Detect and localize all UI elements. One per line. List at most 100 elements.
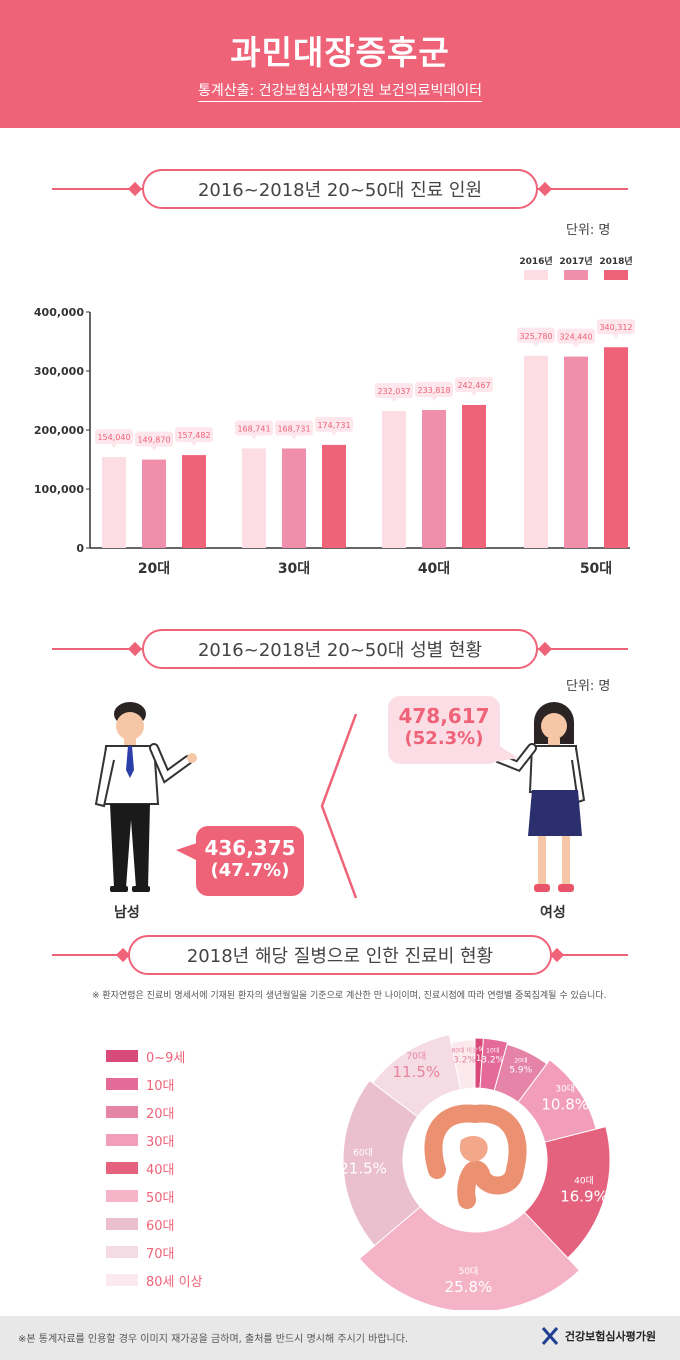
slice-name-label: 40대	[574, 1176, 594, 1187]
page-title: 과민대장증후군	[230, 33, 450, 72]
header-banner: 과민대장증후군 통계산출: 건강보험심사평가원 보건의료빅데이터	[0, 0, 680, 128]
bar-value-pointer	[151, 446, 157, 451]
female-bubble-tail	[494, 742, 518, 762]
bar	[102, 457, 126, 548]
legend-swatch	[106, 1134, 138, 1146]
legend-label: 2017년	[559, 255, 592, 267]
legend-swatch	[106, 1274, 138, 1286]
slice-name-label: 30대	[555, 1084, 575, 1095]
bar	[462, 404, 486, 548]
bar	[142, 459, 166, 548]
bar-value-label: 168,741	[237, 424, 270, 433]
legend-label: 2018년	[599, 255, 632, 267]
female-percent: (52.3%)	[404, 728, 484, 749]
footer-org-name: 건강보험심사평가원	[564, 1330, 656, 1343]
bar	[524, 355, 548, 548]
slice-name-label: 0~9세	[470, 1045, 488, 1053]
slice-name-label: 70대	[406, 1051, 426, 1062]
bar-value-box	[275, 420, 313, 436]
bar-value-box	[455, 376, 493, 392]
bar-value-label: 174,731	[317, 421, 350, 430]
compare-chevron	[320, 713, 358, 899]
legend-swatch	[106, 1190, 138, 1202]
section3-diamond-right	[549, 947, 565, 963]
bar-value-box	[557, 328, 595, 344]
legend-swatch	[106, 1218, 138, 1230]
bar-value-pointer	[331, 431, 337, 436]
footer: ※본 통계자료를 인용할 경우 이미지 재가공을 금하며, 출처를 반드시 명시…	[0, 1316, 680, 1360]
bar-value-box	[415, 382, 453, 398]
legend-label: 2016년	[519, 255, 552, 267]
slice-pct-label: 10.8%	[541, 1096, 589, 1114]
y-tick-label: 300,000	[34, 365, 84, 378]
bar-value-box	[375, 383, 413, 399]
bar-value-label: 233,818	[417, 386, 450, 395]
section1-diamond-left	[127, 181, 143, 197]
slice-pct-label: 11.5%	[392, 1063, 440, 1081]
male-bubble: 436,375 (47.7%)	[196, 826, 304, 896]
bar-value-label: 154,040	[97, 433, 130, 442]
bar-value-label: 325,780	[519, 332, 552, 341]
slice-pct-label: 3.2%	[453, 1056, 476, 1066]
donut-slice	[450, 1039, 476, 1091]
bar-chart: 0 100,000 200,000 300,000 400,000 154,040 149,…	[34, 255, 635, 577]
legend-swatch	[106, 1106, 138, 1118]
legend-item: 70대	[106, 1238, 203, 1266]
bar	[382, 411, 406, 548]
bar	[604, 347, 628, 548]
legend-label: 70대	[146, 1246, 175, 1262]
y-tick-label: 100,000	[34, 483, 84, 496]
legend-label: 20대	[146, 1106, 175, 1122]
legend-swatch	[106, 1246, 138, 1258]
slice-pct-label: 3.2%	[481, 1056, 504, 1066]
bar-value-pointer	[533, 342, 539, 347]
bar-value-pointer	[191, 442, 197, 447]
male-figure	[94, 702, 197, 892]
hira-logo-icon	[541, 1327, 559, 1345]
y-tick-label: 200,000	[34, 424, 84, 437]
x-category-label: 40대	[418, 561, 450, 577]
legend-label: 40대	[146, 1162, 175, 1178]
bar-value-label: 149,870	[137, 436, 170, 445]
section1-title: 2016~2018년 20~50대 진료 인원	[142, 169, 538, 209]
bar	[282, 448, 306, 548]
bar-value-pointer	[613, 334, 619, 339]
legend-item: 20대	[106, 1098, 203, 1126]
x-category-label: 50대	[580, 561, 612, 577]
footer-logo: 건강보험심사평가원	[541, 1326, 656, 1346]
slice-name-label: 50대	[459, 1266, 479, 1277]
age-note: ※ 환자연령은 진료비 명세서에 기재된 환자의 생년월일을 기준으로 계산한 …	[92, 991, 607, 1001]
bar-value-pointer	[251, 435, 257, 440]
y-tick-label: 400,000	[34, 306, 84, 319]
legend-item: 0~9세	[106, 1042, 203, 1070]
section2-diamond-left	[127, 641, 143, 657]
bar-value-box	[235, 420, 273, 436]
legend-item: 40대	[106, 1154, 203, 1182]
bar	[182, 455, 206, 548]
slice-pct-label: 25.8%	[445, 1278, 493, 1296]
legend-item: 50대	[106, 1182, 203, 1210]
bar-value-pointer	[291, 435, 297, 440]
bar-value-label: 340,312	[599, 323, 632, 332]
donut-slice	[342, 1079, 421, 1247]
male-count: 436,375	[204, 836, 296, 860]
bar	[322, 444, 346, 548]
page-subtitle: 통계산출: 건강보험심사평가원 보건의료빅데이터	[0, 80, 680, 102]
slice-name-label: 80대 이상	[451, 1047, 478, 1055]
bar-value-label: 232,037	[377, 387, 410, 396]
bar-value-pointer	[471, 391, 477, 396]
legend-swatch	[106, 1162, 138, 1174]
bar-value-label: 157,482	[177, 431, 210, 440]
female-bubble: 478,617 (52.3%)	[388, 696, 500, 764]
legend-item: 80세 이상	[106, 1266, 203, 1294]
female-count: 478,617	[398, 704, 490, 728]
bar-value-box	[315, 416, 353, 432]
legend-label: 80세 이상	[146, 1274, 203, 1290]
donut-legend: 0~9세 10대 20대 30대 40대 50대 60대 70대 80세 이상	[106, 1042, 203, 1294]
female-figure	[496, 702, 586, 892]
slice-pct-label: 16.9%	[560, 1188, 608, 1206]
section2-title: 2016~2018년 20~50대 성별 현황	[142, 629, 538, 669]
legend-swatch	[604, 270, 628, 280]
legend-swatch	[106, 1050, 138, 1062]
bar-value-box	[135, 431, 173, 447]
